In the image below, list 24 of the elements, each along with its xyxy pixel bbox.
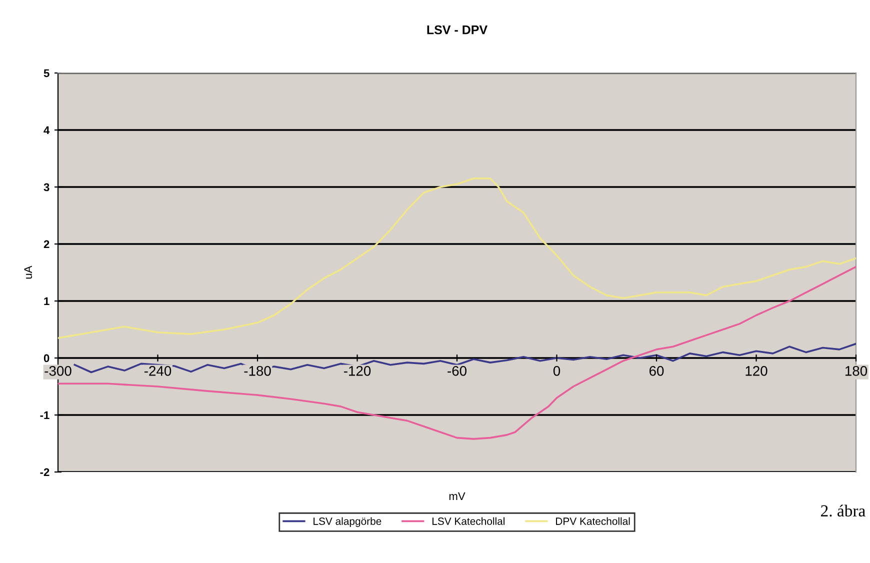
x-tick-label: 120: [746, 366, 768, 376]
y-tick-label: 3: [44, 183, 50, 192]
legend-label: DPV Katechollal: [556, 517, 630, 525]
y-tick-label: 5: [44, 69, 50, 78]
x-axis-title: mV: [449, 492, 466, 500]
chart-title: LSV - DPV: [427, 25, 488, 34]
y-axis-title: uA: [24, 266, 32, 279]
y-tick-label: 0: [44, 354, 50, 362]
x-tick-label: -60: [448, 366, 466, 376]
x-tick-label: -240: [144, 366, 172, 376]
x-tick-label: 0: [553, 366, 560, 376]
x-tick-label: 60: [649, 366, 664, 376]
x-tick-label: 180: [845, 366, 868, 376]
legend-label: LSV Katechollal: [432, 517, 504, 525]
y-tick-label: -2: [40, 468, 50, 476]
line-series: [58, 178, 856, 339]
y-tick-label: 1: [44, 297, 50, 306]
legend-label: LSV alapgörbe: [314, 517, 382, 527]
x-tick-label: -120: [344, 366, 371, 376]
y-tick-label: 4: [44, 126, 50, 134]
x-tick-label: -300: [44, 366, 72, 376]
text: 2. ábra: [821, 504, 866, 517]
y-tick-label: 2: [44, 240, 50, 248]
y-tick-label: -1: [40, 411, 50, 420]
